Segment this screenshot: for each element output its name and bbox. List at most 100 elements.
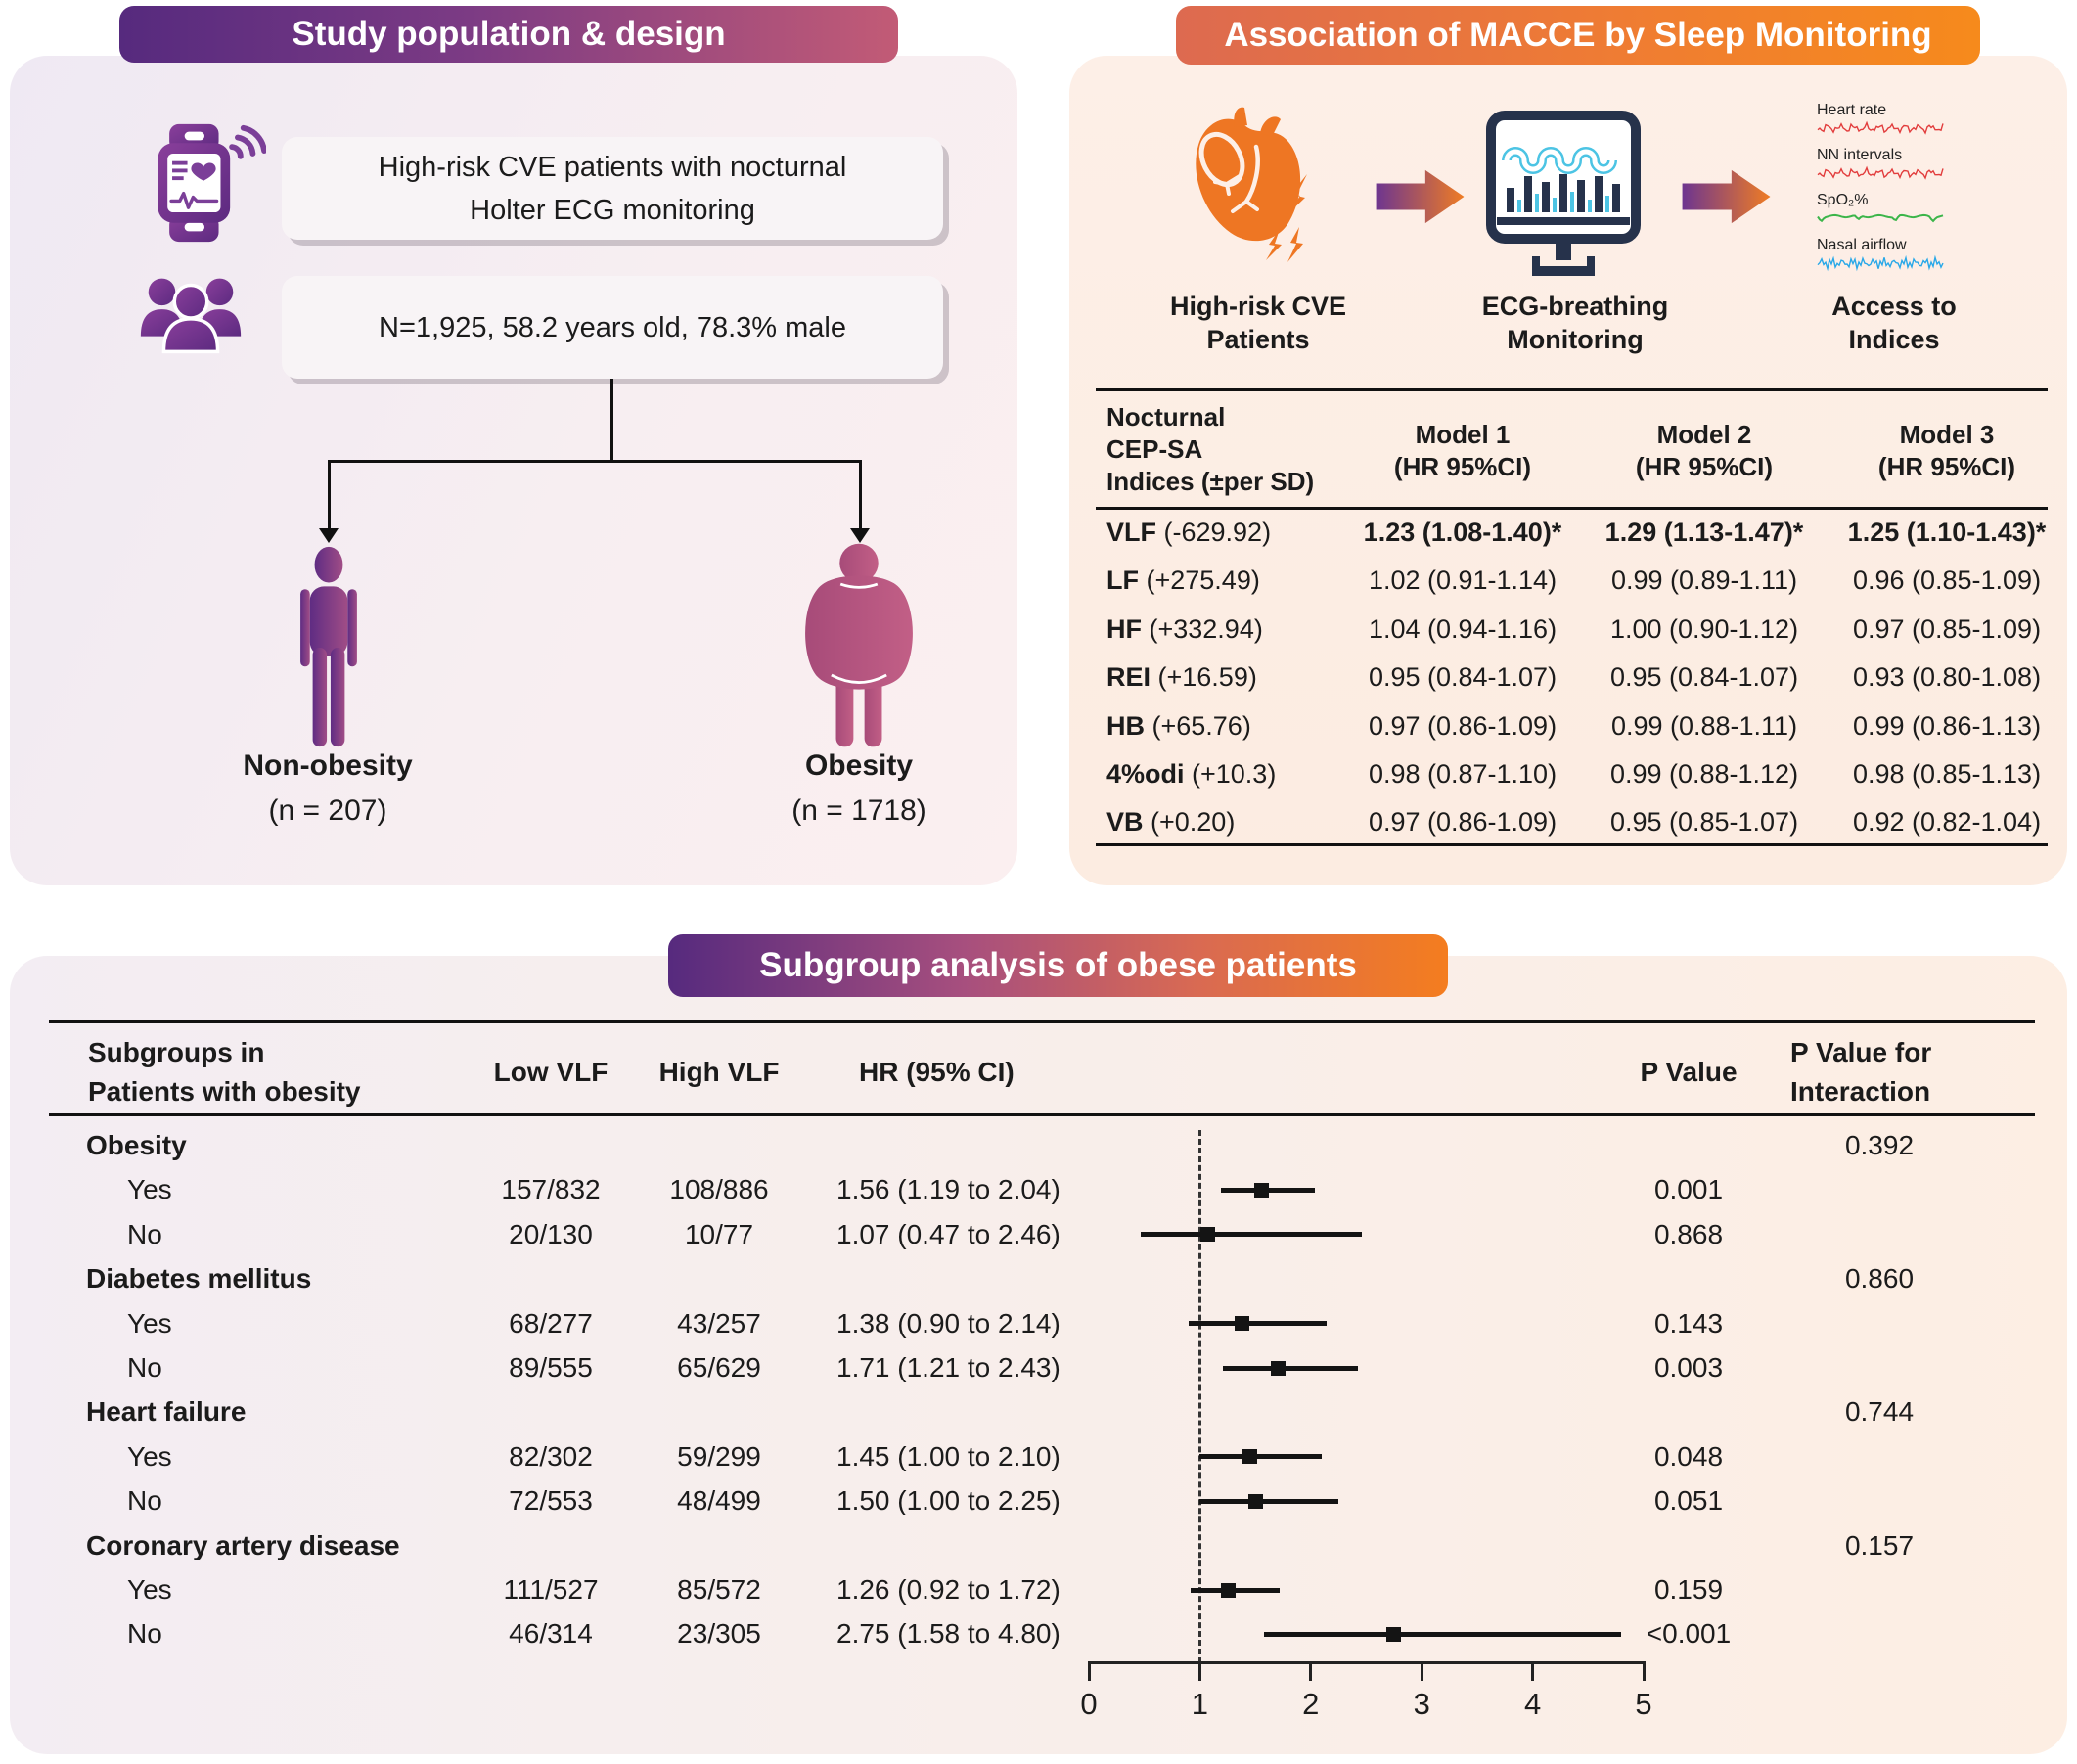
hr-ci-value: 1.71 (1.21 to 2.43) — [836, 1352, 1061, 1382]
macce-hr-value: 1.04 (0.94-1.16) — [1368, 613, 1558, 644]
high-vlf-header: High VLF — [658, 1057, 780, 1087]
obesity-label: Obesity — [804, 749, 914, 782]
subgroup-row-label: Yes — [127, 1174, 172, 1205]
p-value: 0.143 — [1653, 1307, 1724, 1338]
macce-index-label: HB (+65.76) — [1106, 702, 1251, 750]
trace-label: NN intervals — [1817, 147, 1903, 163]
trace-label: Nasal airflow — [1817, 237, 1907, 253]
trace-block: SpO₂% — [1817, 192, 1946, 232]
macce-index-name: REI — [1106, 662, 1151, 693]
point-estimate-marker — [1254, 1182, 1270, 1198]
macce-col0-line1: Nocturnal — [1106, 402, 1226, 431]
ci-line — [1264, 1631, 1622, 1637]
arrowhead-right-icon — [850, 528, 870, 543]
macce-table-row: 4%odi (+10.3) 0.98 (0.87-1.10) 0.99 (0.88-… — [1096, 750, 2050, 798]
point-estimate-marker — [1199, 1227, 1215, 1243]
trace-label: Heart rate — [1817, 102, 1887, 118]
step1-caption-line1: High-risk CVE — [1169, 292, 1347, 321]
subgroup-row-label: Yes — [127, 1440, 172, 1471]
trace-waveform-icon — [1817, 120, 1944, 135]
people-group-icon — [140, 278, 242, 354]
forest-axis — [1089, 1661, 1646, 1664]
heart-icon — [1196, 107, 1307, 262]
low-vlf-value: 46/314 — [509, 1618, 593, 1650]
step3-caption-line2: Indices — [1848, 325, 1940, 354]
subgroup-col-header: Subgroups in Patients with obesity — [88, 1033, 361, 1111]
subgroup-group-label: Obesity — [86, 1130, 187, 1160]
macce-index-delta: (+10.3) — [1184, 759, 1277, 789]
monitor-bar-chart — [1507, 174, 1620, 212]
axis-tick — [1420, 1661, 1423, 1681]
axis-tick-label: 1 — [1191, 1687, 1209, 1721]
high-vlf-value: 59/299 — [677, 1440, 761, 1471]
model1-header-line2: (HR 95%CI) — [1393, 452, 1532, 481]
p-value: 0.001 — [1653, 1174, 1724, 1205]
subgroup-col-header-line2: Patients with obesity — [88, 1076, 361, 1107]
model2-header-line2: (HR 95%CI) — [1635, 452, 1774, 481]
cohort-stats-box: N=1,925, 58.2 years old, 78.3% male — [282, 276, 943, 379]
axis-tick — [1642, 1661, 1646, 1681]
ci-line — [1189, 1321, 1327, 1327]
ci-line — [1223, 1365, 1359, 1371]
macce-index-name: LF — [1106, 565, 1139, 596]
macce-table-row: LF (+275.49) 1.02 (0.91-1.14) 0.99 (0.89-1… — [1096, 557, 2050, 605]
p-value-header: P Value — [1640, 1057, 1738, 1087]
population-line1: High-risk CVE patients with nocturnal — [378, 151, 847, 183]
macce-index-delta: (+65.76) — [1145, 710, 1251, 741]
macce-table-rule-mid — [1096, 507, 2048, 510]
axis-tick-label: 3 — [1413, 1687, 1430, 1721]
low-vlf-value: 157/832 — [501, 1174, 601, 1205]
macce-hr-value: 1.29 (1.13-1.47)* — [1604, 518, 1804, 547]
macce-hr-value: 0.98 (0.87-1.10) — [1368, 759, 1558, 789]
macce-index-label: 4%odi (+10.3) — [1106, 750, 1276, 798]
model2-header: Model 2 (HR 95%CI) — [1587, 419, 1822, 483]
macce-hr-value: 0.99 (0.89-1.11) — [1610, 565, 1798, 596]
model2-header-line1: Model 2 — [1656, 420, 1752, 449]
trace-block: NN intervals — [1817, 147, 1946, 187]
macce-index-name: 4%odi — [1106, 759, 1185, 789]
macce-col0-line2: CEP-SA — [1106, 434, 1203, 464]
low-vlf-value: 89/555 — [509, 1352, 593, 1382]
trace-block: Heart rate — [1817, 102, 1946, 142]
step3-caption: Access to Indices — [1777, 290, 2011, 356]
macce-table-row: VLF (-629.92) 1.23 (1.08-1.40)* 1.29 (1.13… — [1096, 509, 2050, 557]
population-line2: Holter ECG monitoring — [470, 194, 755, 226]
macce-hr-value: 0.95 (0.84-1.07) — [1609, 662, 1799, 693]
macce-hr-value: 0.98 (0.85-1.13) — [1852, 759, 2042, 789]
subgroup-row-label: Yes — [127, 1307, 172, 1338]
macce-table-rule-bottom — [1096, 843, 2048, 846]
macce-table-row: VB (+0.20) 0.97 (0.86-1.09) 0.95 (0.85-1.0… — [1096, 798, 2050, 846]
smartwatch-icon — [158, 123, 266, 243]
point-estimate-marker — [1242, 1449, 1257, 1465]
macce-hr-value: 0.99 (0.88-1.12) — [1609, 759, 1799, 789]
thin-person-icon — [300, 546, 357, 747]
study-panel-header: Study population & design — [119, 6, 898, 63]
point-estimate-marker — [1235, 1316, 1249, 1332]
high-vlf-value: 23/305 — [677, 1618, 761, 1650]
subgroup-col-header-line1: Subgroups in — [88, 1037, 265, 1067]
macce-hr-value: 0.96 (0.85-1.09) — [1852, 565, 2042, 596]
step3-caption-line1: Access to — [1831, 292, 1957, 321]
macce-index-name: HB — [1106, 710, 1145, 741]
model1-header: Model 1 (HR 95%CI) — [1345, 419, 1580, 483]
subgroup-group-label: Coronary artery disease — [86, 1529, 400, 1560]
p-interaction-header-line2: Interaction — [1790, 1076, 1931, 1107]
high-vlf-value: 10/77 — [684, 1218, 754, 1249]
p-value: 0.159 — [1653, 1574, 1724, 1605]
p-interaction-value: 0.392 — [1844, 1130, 1915, 1160]
p-value: 0.051 — [1653, 1485, 1724, 1516]
low-vlf-value: 111/527 — [503, 1574, 599, 1605]
p-interaction-value: 0.860 — [1844, 1263, 1915, 1294]
p-interaction-header-line1: P Value for — [1790, 1037, 1932, 1067]
low-vlf-value: 72/553 — [509, 1485, 593, 1516]
macce-hr-value: 0.99 (0.88-1.11) — [1610, 710, 1798, 741]
macce-table-rule-top — [1096, 388, 2048, 391]
macce-hr-value: 0.92 (0.82-1.04) — [1852, 807, 2042, 837]
flow-arrow-2-icon — [1682, 169, 1771, 224]
step2-caption-line1: ECG-breathing — [1481, 292, 1669, 321]
reference-line — [1198, 1130, 1201, 1663]
trace-block: Nasal airflow — [1817, 237, 1946, 277]
axis-tick — [1087, 1661, 1091, 1681]
point-estimate-marker — [1271, 1360, 1287, 1376]
